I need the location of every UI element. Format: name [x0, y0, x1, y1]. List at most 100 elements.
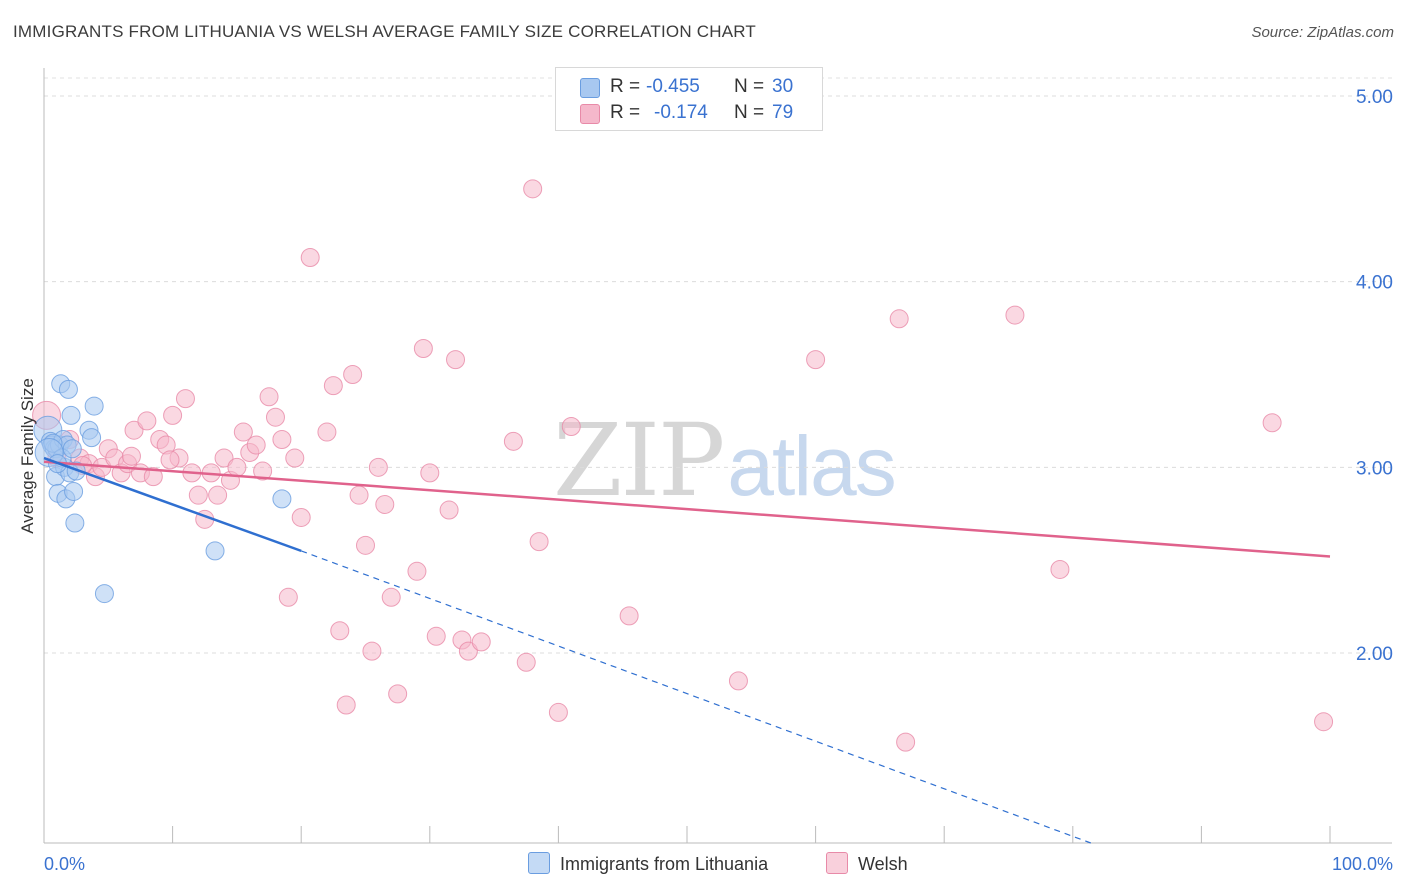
legend-r-value: -0.174: [654, 102, 708, 123]
correlation-legend: R = -0.455 N = 30 R = -0.174 N = 79: [555, 67, 823, 131]
point-welsh: [278, 587, 298, 607]
bottom-legend-label-lithuania: Immigrants from Lithuania: [560, 854, 769, 874]
point-welsh: [272, 429, 292, 449]
point-welsh: [375, 494, 395, 514]
point-welsh: [265, 407, 285, 427]
point-welsh: [323, 376, 343, 396]
legend-n-label: N =: [734, 102, 765, 123]
point-welsh: [388, 684, 408, 704]
legend-n-label: N =: [734, 76, 765, 97]
legend-r-value: -0.455: [646, 76, 700, 97]
point-welsh: [458, 641, 478, 661]
point-welsh: [516, 652, 536, 672]
point-lithuania: [94, 584, 114, 604]
point-welsh: [121, 446, 141, 466]
legend-swatch-welsh: [580, 104, 600, 124]
point-welsh: [253, 461, 273, 481]
point-welsh: [124, 420, 144, 440]
point-welsh: [336, 695, 356, 715]
point-welsh: [413, 339, 433, 359]
y-tick-label: 5.00: [1356, 87, 1393, 108]
point-welsh: [227, 457, 247, 477]
watermark-atlas: atlas: [727, 419, 896, 513]
point-welsh: [137, 411, 157, 431]
point-welsh: [446, 350, 466, 370]
bottom-legend-swatch-welsh: [826, 852, 848, 874]
bottom-legend-welsh: Welsh: [826, 852, 908, 875]
bottom-legend-label-welsh: Welsh: [858, 854, 908, 874]
point-welsh: [548, 702, 568, 722]
legend-n-value: 30: [772, 76, 794, 97]
point-welsh: [1050, 559, 1070, 579]
point-lithuania: [66, 461, 86, 481]
point-welsh: [356, 535, 375, 555]
point-lithuania: [84, 396, 104, 416]
point-lithuania: [64, 481, 84, 501]
point-lithuania: [65, 513, 85, 533]
chart-source: Source: ZipAtlas.com: [1251, 24, 1394, 41]
bottom-legend-lithuania: Immigrants from Lithuania: [528, 852, 768, 875]
point-welsh: [285, 448, 305, 468]
legend-r-label: R =: [610, 76, 641, 97]
point-welsh: [426, 626, 446, 646]
y-tick-label: 2.00: [1356, 644, 1393, 665]
watermark-zip: ZIP: [553, 402, 725, 519]
point-welsh: [806, 350, 826, 370]
point-welsh: [1314, 712, 1334, 732]
point-welsh: [368, 457, 388, 477]
point-welsh: [317, 422, 337, 442]
point-welsh: [291, 507, 311, 527]
legend-r-label: R =: [610, 102, 641, 123]
point-welsh: [349, 485, 369, 505]
point-welsh: [163, 405, 183, 425]
point-welsh: [561, 416, 581, 436]
y-tick-label: 4.00: [1356, 273, 1393, 294]
point-welsh: [503, 431, 523, 451]
point-welsh: [160, 450, 180, 470]
point-welsh: [439, 500, 459, 520]
watermark: ZIPatlas: [553, 402, 897, 519]
point-lithuania: [62, 439, 82, 459]
point-welsh: [188, 485, 208, 505]
chart-title: IMMIGRANTS FROM LITHUANIA VS WELSH AVERA…: [13, 22, 757, 41]
point-welsh: [175, 389, 195, 409]
point-welsh: [420, 463, 440, 483]
point-lithuania: [272, 489, 292, 509]
bottom-legend-swatch-lithuania: [528, 852, 550, 874]
point-welsh: [343, 365, 363, 384]
point-welsh: [407, 561, 427, 581]
point-welsh: [1262, 413, 1282, 433]
point-lithuania: [205, 541, 225, 561]
point-welsh: [208, 485, 228, 505]
point-welsh: [529, 532, 549, 552]
point-lithuania: [58, 379, 78, 399]
point-welsh: [619, 606, 639, 626]
point-welsh: [259, 387, 279, 407]
point-welsh: [362, 641, 382, 661]
point-welsh: [143, 467, 163, 487]
legend-n-value: 79: [772, 102, 794, 123]
trendline-welsh: [43, 460, 1331, 558]
point-welsh: [728, 671, 748, 691]
trendline-lithuania-extension: [300, 550, 1091, 844]
point-welsh: [214, 448, 234, 468]
x-tick-label: 0.0%: [44, 854, 85, 874]
point-welsh: [330, 621, 350, 641]
point-welsh: [1005, 305, 1025, 325]
y-axis-label: Average Family Size: [18, 378, 37, 534]
point-welsh: [246, 435, 266, 455]
point-welsh: [381, 587, 401, 607]
trendline-lithuania: [43, 456, 302, 553]
point-welsh: [523, 179, 543, 199]
x-tick-label: 100.0%: [1332, 854, 1393, 874]
point-welsh: [233, 422, 253, 442]
point-lithuania: [82, 428, 102, 448]
point-welsh: [889, 309, 909, 329]
point-welsh: [896, 732, 916, 752]
y-tick-label: 3.00: [1356, 458, 1393, 479]
point-welsh: [300, 248, 320, 268]
legend-swatch-lithuania: [580, 78, 600, 98]
point-welsh: [471, 632, 491, 652]
point-lithuania: [61, 405, 81, 425]
